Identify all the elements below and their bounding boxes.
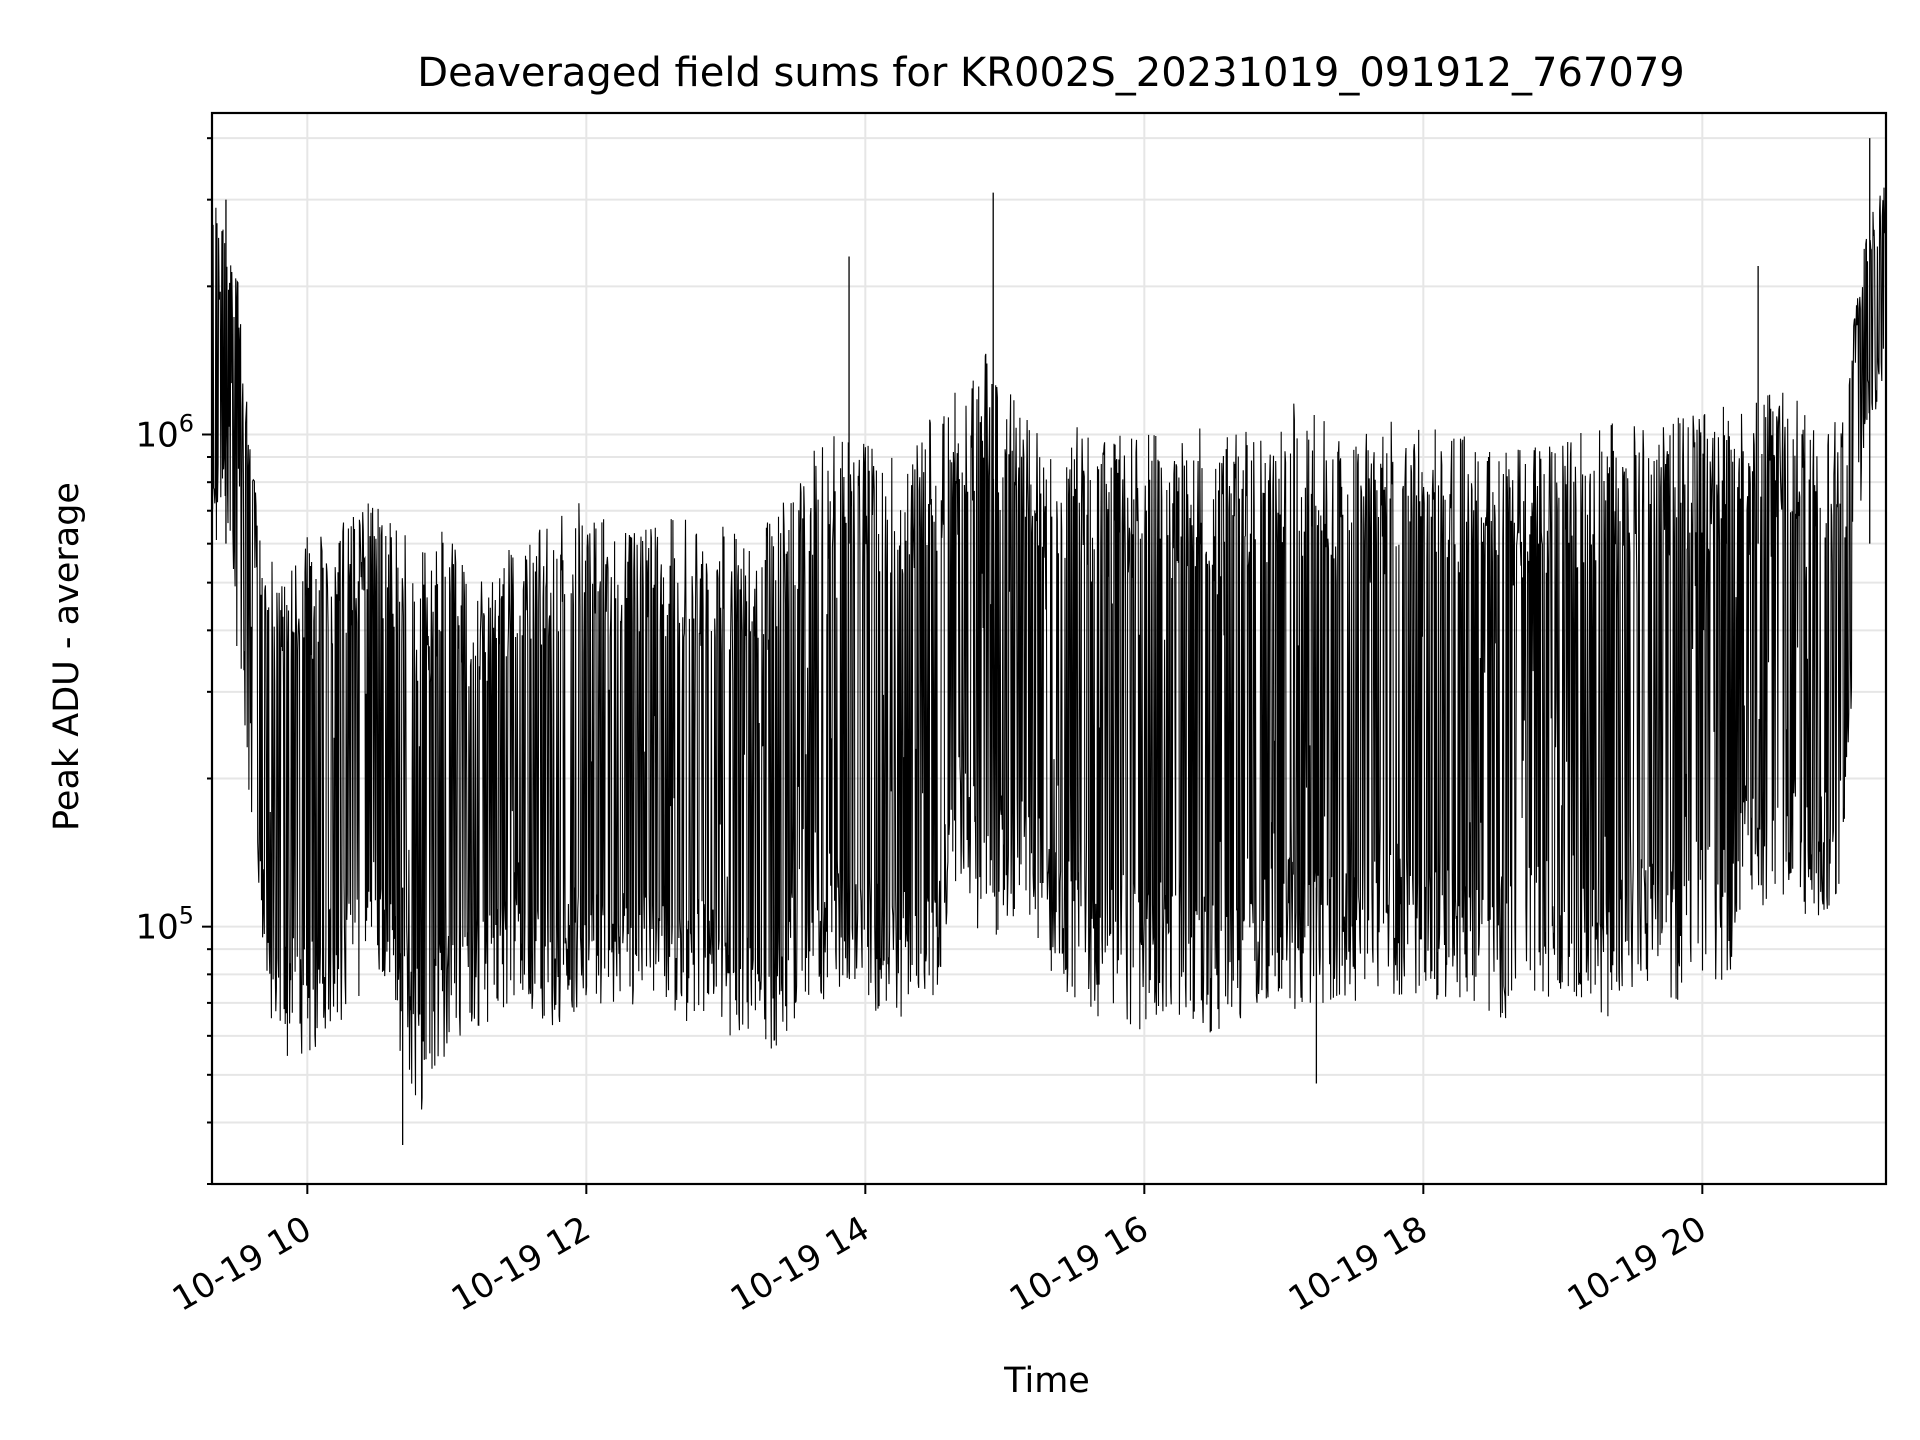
y-axis-label: Peak ADU - average (47, 482, 87, 831)
y-tick-label: 105 (135, 902, 194, 948)
y-axis: 105 106 (135, 137, 212, 1185)
series-line (212, 138, 1886, 1146)
x-axis-label: Time (1003, 1361, 1090, 1401)
chart-title: Deaveraged field sums for KR002S_2023101… (417, 50, 1684, 96)
y-tick-label: 106 (135, 409, 194, 455)
plot-frame (210, 111, 1888, 1186)
series-line-path (212, 187, 1886, 1110)
